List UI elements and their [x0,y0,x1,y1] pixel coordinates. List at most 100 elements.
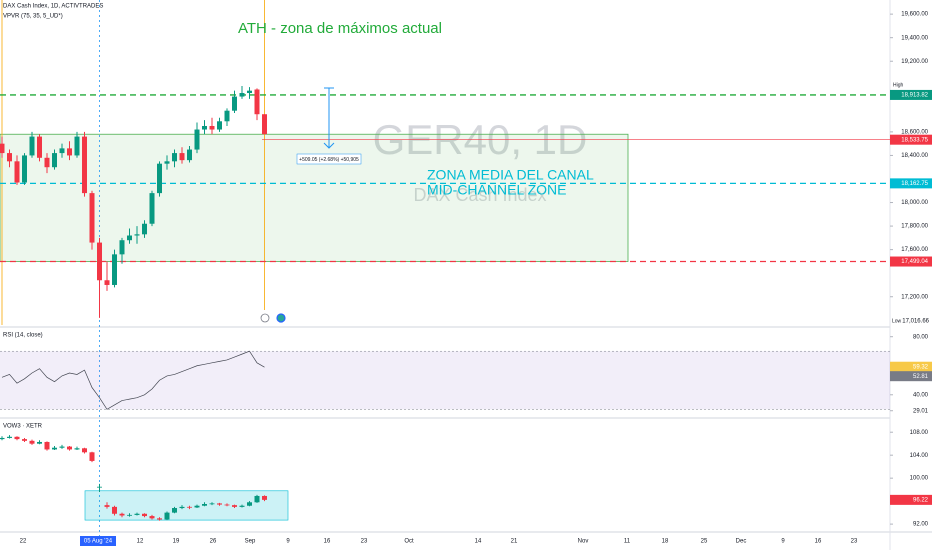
candle-body [97,242,102,281]
candle-body [262,495,267,500]
event-icon[interactable] [276,313,286,323]
y-tick-label: 40.00 [913,392,929,398]
candle-body [232,96,237,111]
candle-body [217,503,222,505]
level-badge [890,256,932,267]
candle-body [7,153,12,162]
y-tick-label: 108.00 [910,430,929,436]
candle-body [37,441,42,444]
candle-body [157,518,162,520]
candle-body [134,234,140,236]
date-label: 11 [624,539,631,545]
candle-body [217,121,222,130]
candle-body [149,193,155,224]
indicator-title[interactable]: VPVR (75, 35, 5_UD*) [3,14,63,20]
rsi-badge [890,371,932,382]
candle-body [89,452,95,461]
rsi-line [1,350,265,410]
level-badge [890,134,932,145]
candle-body [44,441,50,450]
candle-body [112,254,117,285]
measure-label: +509.05 (+2.68%) +50,905 [299,157,359,163]
candle-body [187,149,192,161]
candle-body [209,503,215,505]
candle-body [134,513,140,515]
candle-body [37,136,42,158]
date-label: Oct [404,539,414,545]
rsi-title[interactable]: RSI (14, close) [3,333,43,339]
y-tick-label: 19,200.00 [901,59,928,65]
candle-body [142,513,147,517]
candle-body [52,447,57,450]
high-label: High [893,82,904,88]
candle-body [22,439,27,441]
candle-body [0,143,5,154]
date-label: 23 [851,539,858,545]
candle-body [119,513,125,516]
candle-body [164,161,170,164]
candle-body [82,136,87,194]
candle-body [7,436,12,438]
candle-body [127,235,132,241]
candle-body [172,153,177,162]
y-tick-label: 17,600.00 [901,247,928,253]
y-tick-label: 29.01 [913,408,929,414]
candle-body [262,114,267,135]
rsi-band [0,351,890,410]
candle-body [247,90,252,94]
rsi-badge-label: 59.32 [913,364,929,370]
y-tick-label: 19,400.00 [901,35,928,41]
vow-badge [890,494,932,505]
candle-body [194,505,200,508]
measure-head [323,142,335,149]
vow-title[interactable]: VOW3 · XETR [3,424,43,430]
candle-body [0,437,5,440]
candle-body [14,436,20,440]
candle-body [14,161,20,183]
high-badge [890,89,932,100]
level-badge-label: 17,499.04 [901,259,928,265]
y-tick-label: 19,600.00 [901,12,928,18]
symbol-title[interactable]: DAX Cash Index, 1D, ACTIVTRADES [3,4,103,10]
candle-body [247,502,252,506]
candle-body [97,486,102,488]
candle-body [74,136,80,156]
date-label: 22 [20,539,27,545]
candle-body [67,148,72,156]
candle-body [187,506,192,508]
candle-body [239,93,245,97]
low-value: 17,016.66 [902,319,929,325]
candle-body [194,129,200,150]
candle-body [202,125,207,130]
level-badge-label: 18,533.75 [901,137,928,143]
candle-body [254,89,260,115]
y-tick-label: 100.00 [910,476,929,482]
vow-zone [84,490,289,521]
date-label: 12 [137,539,144,545]
event-icon[interactable] [260,313,270,323]
candle-body [254,495,260,503]
candle-body [157,163,162,194]
rsi-badge [890,361,932,372]
candle-body [29,136,35,156]
ath-annotation: ATH - zona de máximos actual [238,20,442,37]
y-tick-label: 18,600.00 [901,129,928,135]
date-label: Dec [736,539,747,545]
level-badge-label: 18,162.75 [901,181,928,187]
date-label: 16 [324,539,331,545]
date-label: 21 [511,539,518,545]
date-highlight [80,536,116,546]
date-label: Nov [578,539,589,545]
y-tick-label: 17,200.00 [901,294,928,300]
candle-body [142,223,147,235]
y-tick-label: 80.00 [913,334,929,340]
candle-body [224,504,230,506]
level-badge [890,178,932,189]
candle-body [239,505,245,507]
candle-body [29,440,35,444]
candle-body [202,504,207,506]
date-label: Sep [245,539,256,545]
candle-body [82,448,87,453]
